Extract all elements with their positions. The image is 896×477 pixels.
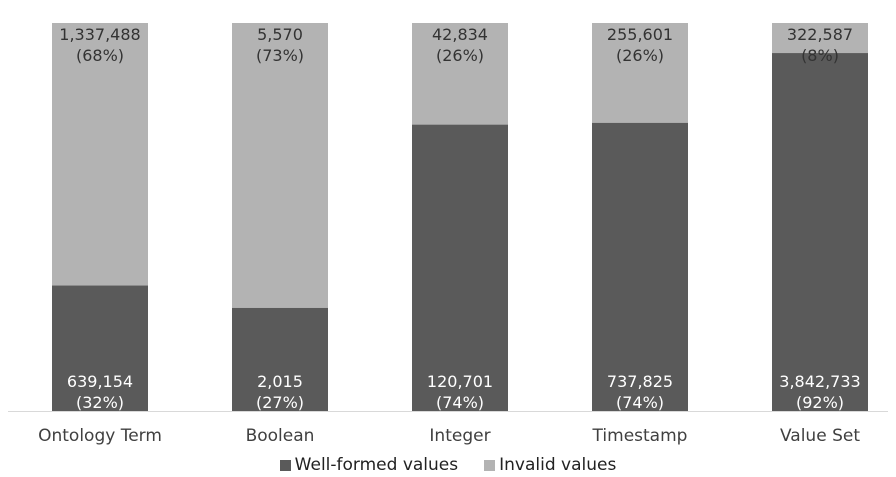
data-label-well-formed-value-integer: 120,701 [427, 372, 493, 391]
x-tick-label-ontology-term: Ontology Term [38, 426, 162, 446]
data-label-well-formed-value-value-set: 3,842,733 [779, 372, 860, 391]
bar-invalid-timestamp [592, 23, 688, 123]
bar-labels-group: 1,337,488 (68%) 639,154 (32%) 5,570 (73%) 2,01… [59, 25, 860, 412]
data-label-invalid-percent-integer: (26%) [436, 46, 484, 65]
bar-invalid-ontology-term [52, 23, 148, 286]
data-label-invalid-percent-value-set: (8%) [801, 46, 839, 65]
data-label-invalid-value-ontology-term: 1,337,488 [59, 25, 140, 44]
data-label-invalid-value-integer: 42,834 [432, 25, 488, 44]
legend-item-well-formed: Well-formed values [279, 455, 459, 475]
bars-group [52, 23, 868, 412]
data-label-well-formed-percent-value-set: (92%) [796, 393, 844, 412]
bar-well-formed-timestamp [592, 122, 688, 411]
bar-well-formed-integer [412, 124, 508, 411]
legend-swatch-well-formed [279, 459, 291, 471]
x-tick-label-boolean: Boolean [246, 426, 315, 446]
data-label-well-formed-percent-timestamp: (74%) [616, 393, 664, 412]
data-label-well-formed-percent-integer: (74%) [436, 393, 484, 412]
data-label-well-formed-percent-ontology-term: (32%) [76, 393, 124, 412]
bar-invalid-boolean [232, 23, 328, 308]
x-tick-labels-group: Ontology Term Boolean Integer Timestamp Valu… [38, 426, 860, 446]
data-label-well-formed-value-boolean: 2,015 [257, 372, 303, 391]
legend: Well-formed values Invalid values [0, 455, 896, 475]
data-label-invalid-value-boolean: 5,570 [257, 25, 303, 44]
legend-swatch-invalid [484, 459, 496, 471]
data-label-invalid-percent-timestamp: (26%) [616, 46, 664, 65]
legend-label-well-formed: Well-formed values [294, 455, 459, 475]
data-label-invalid-value-value-set: 322,587 [787, 25, 853, 44]
legend-label-invalid: Invalid values [499, 455, 617, 475]
bar-invalid-integer [412, 23, 508, 125]
data-label-well-formed-value-ontology-term: 639,154 [67, 372, 133, 391]
bar-well-formed-boolean [232, 307, 328, 411]
bar-well-formed-ontology-term [52, 285, 148, 411]
x-tick-label-integer: Integer [429, 426, 490, 446]
data-label-invalid-value-timestamp: 255,601 [607, 25, 673, 44]
data-label-well-formed-value-timestamp: 737,825 [607, 372, 673, 391]
x-tick-label-timestamp: Timestamp [592, 426, 688, 446]
legend-item-invalid: Invalid values [484, 455, 616, 475]
bar-invalid-value-set [772, 23, 868, 54]
data-label-well-formed-percent-boolean: (27%) [256, 393, 304, 412]
bar-well-formed-value-set [772, 53, 868, 412]
x-tick-label-value-set: Value Set [780, 426, 860, 446]
data-label-invalid-percent-boolean: (73%) [256, 46, 304, 65]
data-label-invalid-percent-ontology-term: (68%) [76, 46, 124, 65]
